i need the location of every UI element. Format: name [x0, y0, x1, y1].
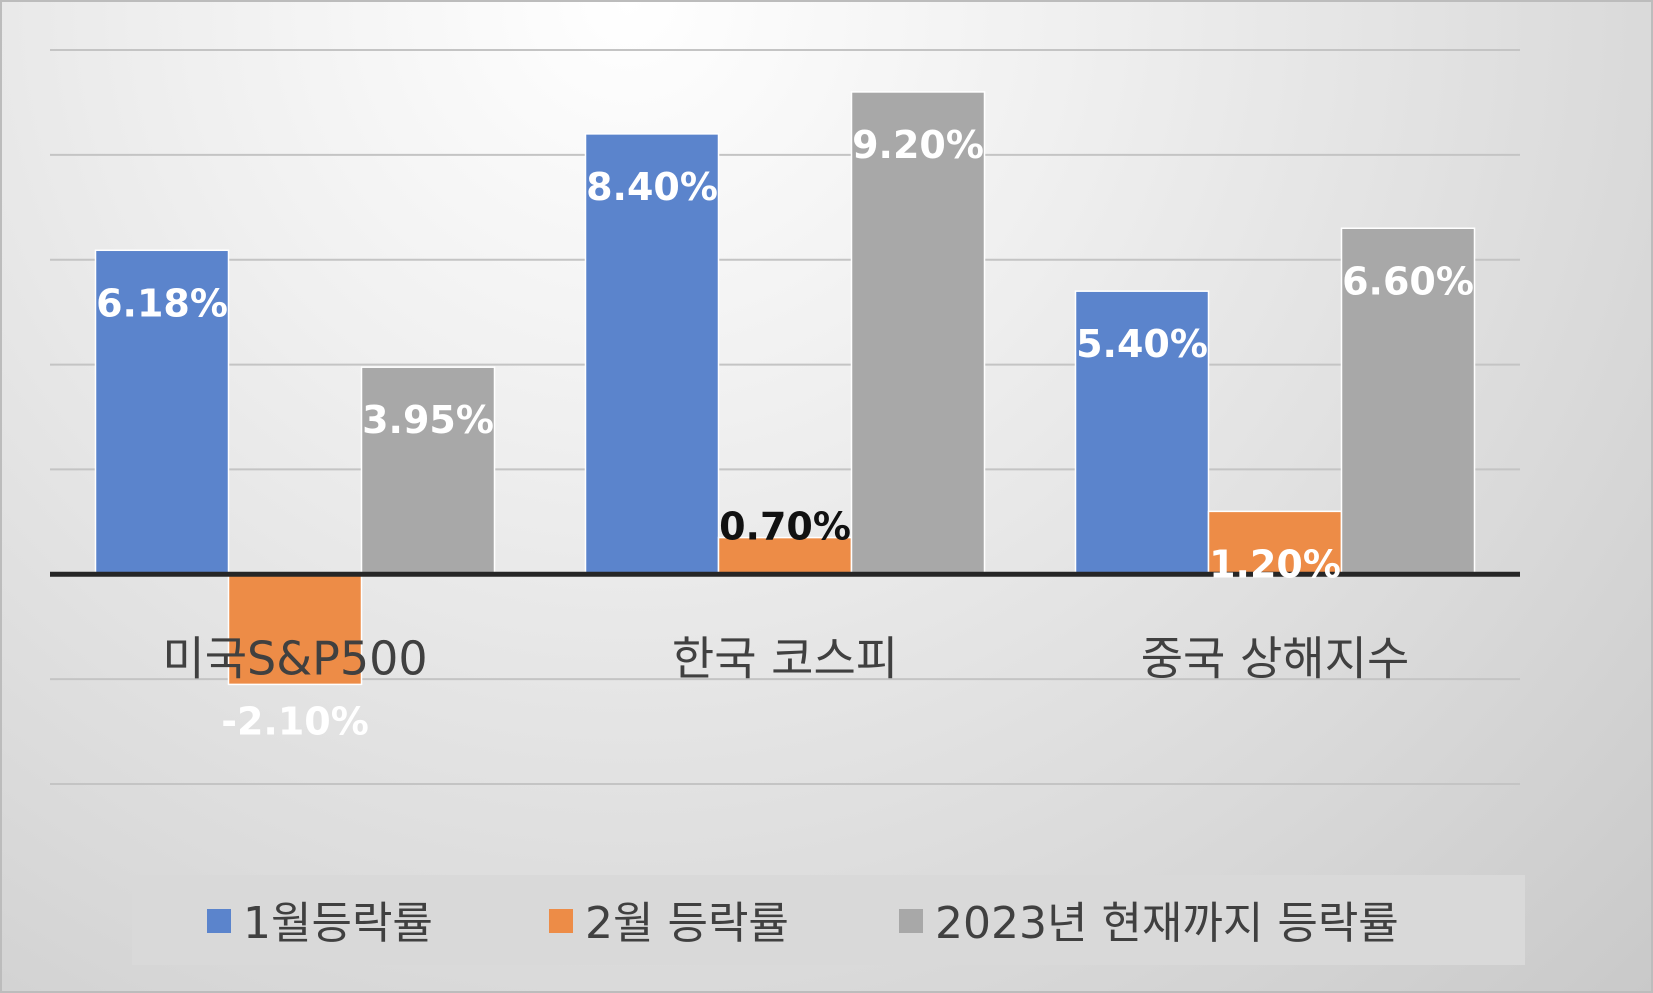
data-label: 8.40% [586, 165, 718, 209]
bar [850, 91, 986, 576]
bar [1340, 227, 1476, 576]
bar [717, 536, 853, 576]
bar [227, 573, 363, 686]
category-labels: 미국S&P500 한국 코스피 중국 상해지수 [162, 631, 1409, 685]
data-label: -2.10% [221, 699, 369, 743]
data-label: 9.20% [852, 123, 984, 167]
category-label: 한국 코스피 [672, 631, 898, 685]
data-label: 3.95% [362, 398, 494, 442]
legend-box [132, 875, 1525, 965]
bars [94, 91, 1476, 686]
legend-label: 1월등락률 [243, 898, 433, 949]
bar [360, 366, 496, 576]
data-label: 6.18% [96, 281, 228, 325]
data-label: 6.60% [1342, 259, 1474, 303]
category-label: 미국S&P500 [162, 631, 427, 685]
legend-label: 2023년 현재까지 등락률 [935, 898, 1399, 949]
bar [1074, 290, 1210, 576]
data-labels: 6.18% 8.40% 5.40% -2.10% 0.70% 1.20% 3.95% 9.20… [96, 123, 1474, 743]
legend: 1월등락률 2월 등락률 2023년 현재까지 등락률 [132, 875, 1525, 965]
bar [1207, 510, 1343, 576]
legend-swatch [899, 909, 923, 933]
data-label: 1.20% [1209, 542, 1341, 586]
bar [584, 133, 720, 576]
legend-swatch [207, 909, 231, 933]
data-label: 5.40% [1076, 322, 1208, 366]
data-label: 0.70% [719, 505, 851, 549]
category-label: 중국 상해지수 [1141, 631, 1410, 685]
legend-label: 2월 등락률 [585, 898, 789, 949]
legend-swatch [549, 909, 573, 933]
